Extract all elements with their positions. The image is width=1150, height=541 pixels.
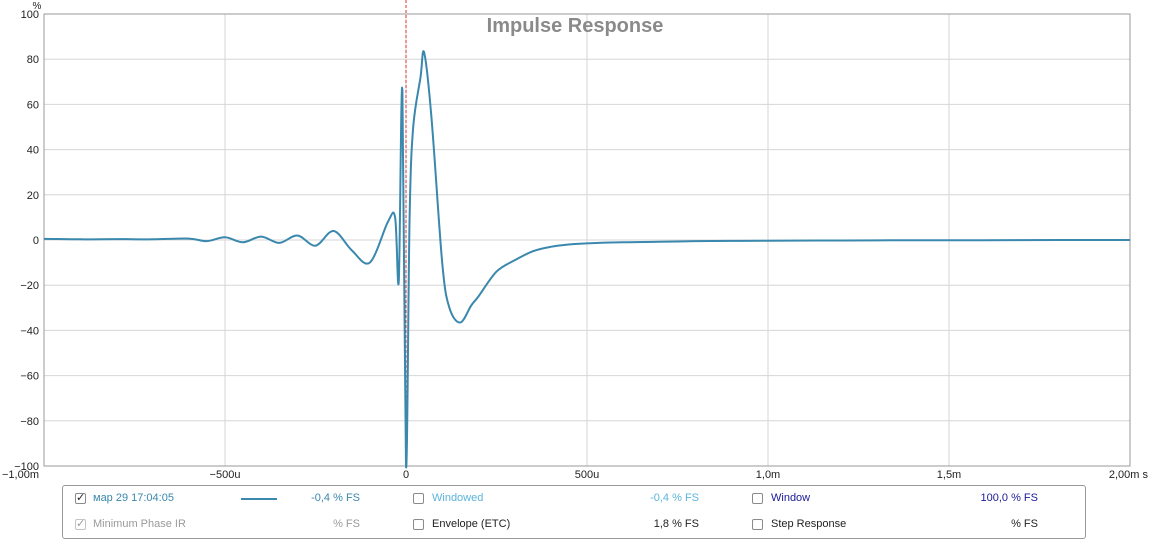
measurement-swatch [241, 498, 277, 500]
y-tick-label: −20 [20, 280, 39, 292]
y-tick-label: 40 [27, 145, 39, 157]
series-line-measurement [43, 50, 1130, 469]
x-tick-label: 1,0m [756, 469, 780, 481]
window-checkbox[interactable] [752, 493, 763, 504]
minimum-phase-value: % FS [333, 518, 360, 530]
y-tick-label: −80 [20, 416, 39, 428]
y-tick-label: 20 [27, 190, 39, 202]
chart-title: Impulse Response [487, 15, 664, 37]
envelope-checkbox[interactable] [413, 519, 424, 530]
y-tick-label: −40 [20, 325, 39, 337]
y-tick-label: 0 [33, 235, 39, 247]
step-response-label: Step Response [771, 518, 847, 530]
y-tick-label: −60 [20, 371, 39, 383]
x-tick-label: −1,00m [2, 469, 39, 481]
x-tick-label: 2,00m s [1109, 469, 1149, 481]
envelope-value: 1,8 % FS [653, 518, 699, 530]
x-tick-label: 500u [575, 469, 599, 481]
x-tick-label: −500u [210, 469, 241, 481]
windowed-label: Windowed [432, 492, 484, 504]
step-response-checkbox[interactable] [752, 519, 763, 530]
y-tick-label: 60 [27, 99, 39, 111]
measurement-label: мар 29 17:04:05 [93, 492, 174, 504]
measurement-value: -0,4 % FS [311, 492, 360, 504]
x-tick-label: 1,5m [937, 469, 961, 481]
y-axis-unit: % [33, 1, 42, 12]
x-axis-ticks: −1,00m −500u 0 500u 1,0m 1,5m 2,00m s [2, 469, 1148, 481]
y-tick-label: −100 [14, 461, 39, 473]
window-label: Window [771, 492, 811, 504]
minimum-phase-label: Minimum Phase IR [93, 518, 186, 530]
y-axis-ticks: 100 80 60 40 20 0 −20 −40 −60 −80 −100 [14, 9, 39, 473]
window-value: 100,0 % FS [980, 492, 1038, 504]
impulse-response-chart: 100 80 60 40 20 0 −20 −40 −60 −80 −100 −1,00m −500u… [2, 0, 1148, 481]
windowed-value: -0,4 % FS [650, 492, 699, 504]
legend-panel: мар 29 17:04:05 -0,4 % FS Windowed -0,4 … [62, 485, 1086, 539]
measurement-checkbox[interactable] [75, 491, 86, 504]
y-tick-label: 100 [21, 9, 39, 21]
windowed-checkbox[interactable] [413, 493, 424, 504]
step-response-value: % FS [1011, 518, 1038, 530]
x-tick-label: 0 [403, 469, 409, 481]
minimum-phase-checkbox[interactable] [75, 517, 86, 530]
envelope-label: Envelope (ETC) [432, 518, 511, 530]
y-tick-label: 80 [27, 54, 39, 66]
